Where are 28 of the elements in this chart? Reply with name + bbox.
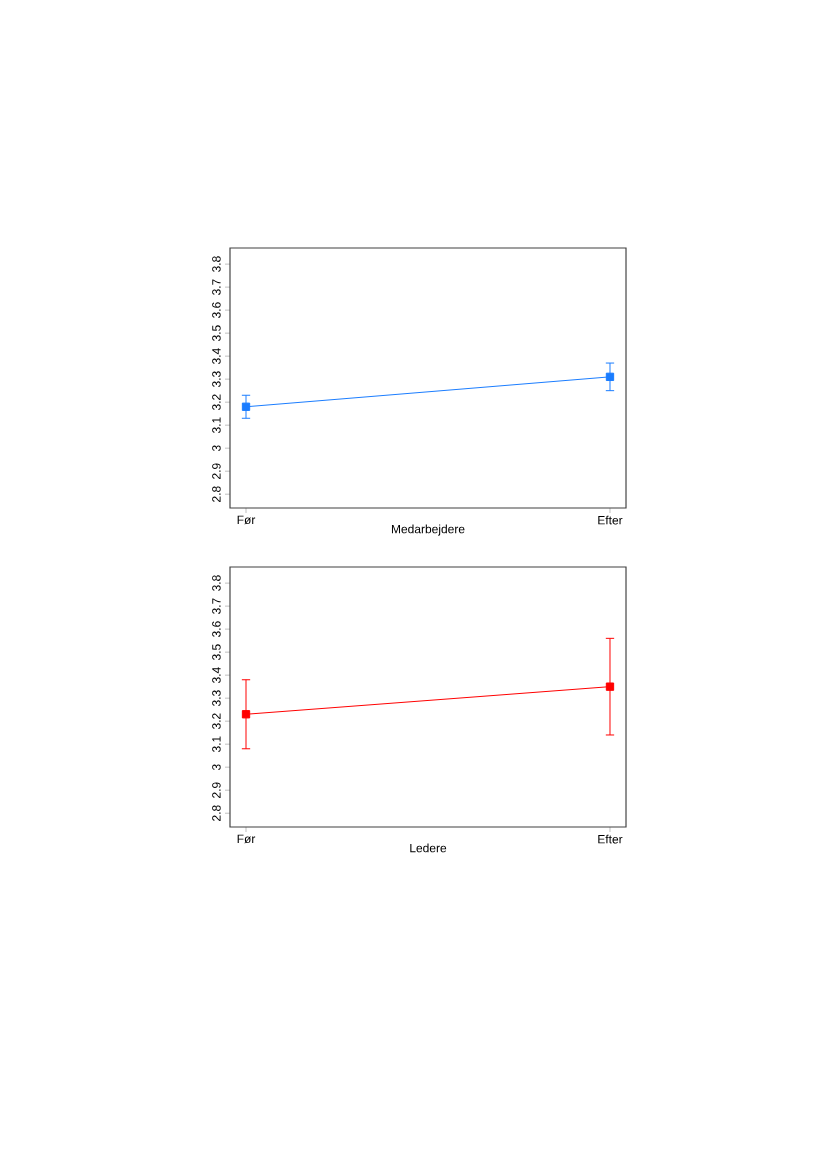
x-tick-label: Før xyxy=(237,515,256,525)
y-tick-label: 3 xyxy=(212,764,221,771)
y-tick-label: 2.9 xyxy=(212,782,221,798)
y-tick-label: 2.8 xyxy=(212,486,221,502)
y-tick-label: 3.2 xyxy=(212,713,221,730)
y-tick-label: 3.8 xyxy=(212,575,221,592)
x-tick-label: Efter xyxy=(598,834,623,844)
y-tick-label: 3.4 xyxy=(212,348,221,365)
y-tick-label: 3.6 xyxy=(212,302,221,319)
y-tick-label: 3.2 xyxy=(212,394,221,411)
y-tick-label: 3.8 xyxy=(212,256,221,273)
y-tick-label: 3.4 xyxy=(212,667,221,684)
y-tick-label: 3.5 xyxy=(212,644,221,661)
y-tick-label: 3.6 xyxy=(212,621,221,638)
y-tick-label: 2.8 xyxy=(212,805,221,821)
y-tick-label: 3.7 xyxy=(212,598,221,615)
x-axis-title: Ledere xyxy=(410,843,447,853)
y-tick-label: 2.9 xyxy=(212,463,221,479)
y-tick-label: 3.1 xyxy=(212,417,221,434)
x-tick-label: Før xyxy=(237,834,256,844)
y-tick-label: 3 xyxy=(212,445,221,452)
y-tick-label: 3.5 xyxy=(212,325,221,342)
y-tick-label: 3.1 xyxy=(212,736,221,753)
x-tick-label: Efter xyxy=(598,515,623,525)
y-tick-label: 3.3 xyxy=(212,690,221,707)
y-tick-label: 3.7 xyxy=(212,279,221,296)
x-axis-title: Medarbejdere xyxy=(391,524,465,536)
y-tick-label: 3.3 xyxy=(212,371,221,388)
